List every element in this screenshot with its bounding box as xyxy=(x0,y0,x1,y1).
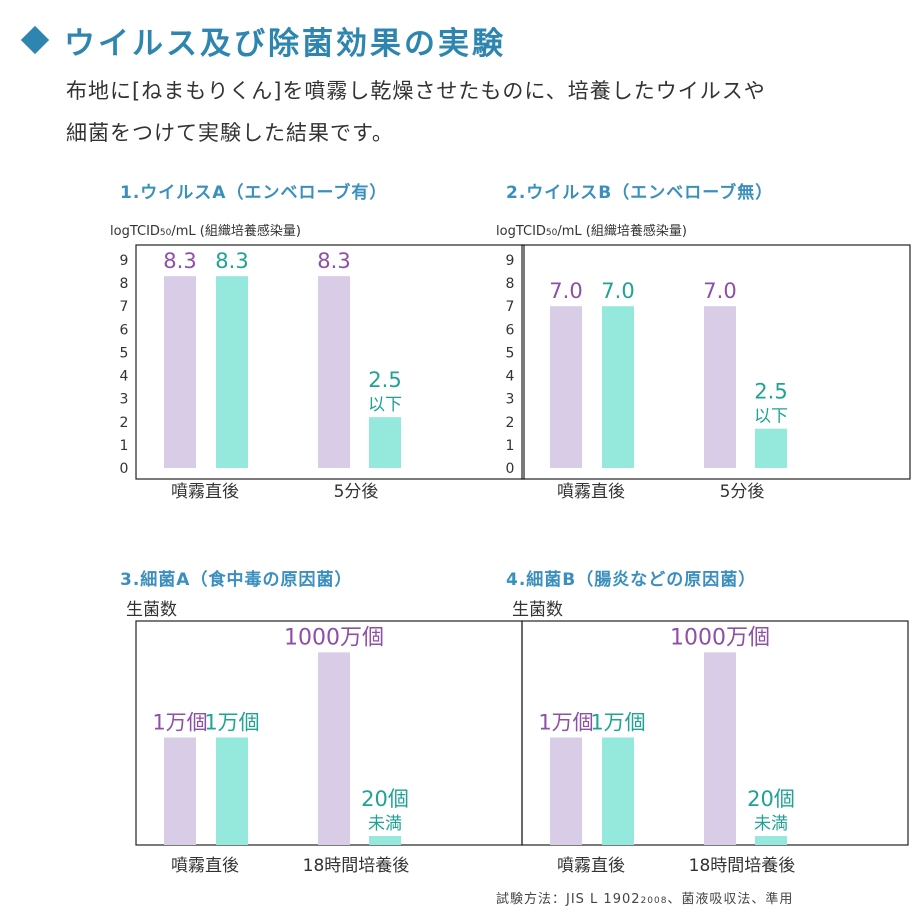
y-tick-label: 5 xyxy=(120,345,129,361)
category-label: 5分後 xyxy=(720,482,765,502)
y-axis-label: logTCID50/mL (組織培養感染量) xyxy=(110,224,301,239)
chart-title: 3.細菌A（食中毒の原因菌） xyxy=(120,570,353,590)
category-label: 18時間培養後 xyxy=(303,856,410,876)
page-title: ウイルス及び除菌効果の実験 xyxy=(64,25,506,62)
data-label: 2.5 xyxy=(754,380,787,404)
bar xyxy=(164,276,196,468)
category-label: 18時間培養後 xyxy=(689,856,796,876)
data-sublabel: 未満 xyxy=(754,814,788,834)
bar xyxy=(704,652,736,845)
bar xyxy=(550,737,582,845)
data-label: 2.5 xyxy=(368,368,401,392)
bar xyxy=(216,737,248,845)
chart-virus-b: 2.ウイルスB（エンベローブ無） logTCID50/mL (組織培養感染量) … xyxy=(496,178,911,518)
bar xyxy=(318,276,350,468)
bar xyxy=(369,836,401,845)
category-label: 噴霧直後 xyxy=(171,856,239,876)
plot-frame xyxy=(521,244,911,480)
y-tick-label: 2 xyxy=(506,415,515,431)
y-tick-label: 0 xyxy=(120,461,129,477)
data-sublabel: 以下 xyxy=(368,395,402,415)
chart-title: 1.ウイルスA（エンベローブ有） xyxy=(120,183,388,203)
data-label: 8.3 xyxy=(317,249,350,273)
data-label: 20個 xyxy=(747,787,795,811)
category-label: 噴霧直後 xyxy=(171,482,239,502)
y-tick-label: 9 xyxy=(120,253,129,269)
data-label: 20個 xyxy=(361,787,409,811)
data-label: 7.0 xyxy=(601,279,634,303)
diamond-bullet-icon xyxy=(22,27,48,53)
y-tick-label: 1 xyxy=(120,438,129,454)
chart-virus-a: 1.ウイルスA（エンベローブ有） logTCID50/mL (組織培養感染量) … xyxy=(110,178,525,518)
y-axis-label: logTCID50/mL (組織培養感染量) xyxy=(496,224,687,239)
page-header: ウイルス及び除菌効果の実験 xyxy=(22,16,506,64)
bar xyxy=(550,306,582,468)
y-axis-label: 生菌数 xyxy=(126,600,177,620)
category-label: 噴霧直後 xyxy=(557,482,625,502)
bar xyxy=(755,428,787,468)
data-label: 1万個 xyxy=(590,710,645,734)
data-label: 8.3 xyxy=(215,249,248,273)
chart-bacteria-b: 4.細菌B（腸炎などの原因菌） 生菌数 1万個 1万個 1000万個 20個未満噴霧直… xyxy=(496,565,909,905)
y-tick-label: 3 xyxy=(506,392,515,408)
category-label: 5分後 xyxy=(334,482,379,502)
intro-line-1: 布地に[ねまもりくん]を噴霧し乾燥させたものに、培養したウイルスや xyxy=(66,79,766,103)
test-method-note: 試験方法：JIS L 19022008、菌液吸収法、準用 xyxy=(496,892,794,907)
data-sublabel: 未満 xyxy=(368,814,402,834)
data-label: 8.3 xyxy=(163,249,196,273)
bar xyxy=(704,306,736,468)
y-tick-label: 8 xyxy=(506,276,515,292)
data-label: 1万個 xyxy=(538,710,593,734)
intro-line-2: 細菌をつけて実験した結果です。 xyxy=(66,121,394,145)
data-sublabel: 以下 xyxy=(754,407,788,427)
y-tick-label: 7 xyxy=(506,299,515,315)
data-label: 1000万個 xyxy=(670,625,770,650)
y-tick-label: 5 xyxy=(506,345,515,361)
y-tick-label: 6 xyxy=(120,322,129,338)
y-tick-label: 2 xyxy=(120,415,129,431)
y-tick-label: 0 xyxy=(506,461,515,477)
y-tick-label: 9 xyxy=(506,253,515,269)
bar xyxy=(216,276,248,468)
chart-title: 4.細菌B（腸炎などの原因菌） xyxy=(506,570,757,590)
y-tick-label: 1 xyxy=(506,438,515,454)
data-label: 1万個 xyxy=(204,710,259,734)
data-label: 7.0 xyxy=(703,279,736,303)
data-label: 1万個 xyxy=(152,710,207,734)
bar xyxy=(602,306,634,468)
y-tick-label: 4 xyxy=(506,369,515,385)
bar xyxy=(164,737,196,845)
y-tick-label: 6 xyxy=(506,322,515,338)
data-label: 7.0 xyxy=(549,279,582,303)
y-tick-label: 3 xyxy=(120,392,129,408)
bar xyxy=(318,652,350,845)
bar xyxy=(755,836,787,845)
chart-title: 2.ウイルスB（エンベローブ無） xyxy=(506,183,774,203)
y-tick-label: 8 xyxy=(120,276,129,292)
bar xyxy=(602,737,634,845)
intro-text: 布地に[ねまもりくん]を噴霧し乾燥させたものに、培養したウイルスや 細菌をつけて… xyxy=(66,70,906,154)
y-tick-label: 4 xyxy=(120,369,129,385)
plot-frame xyxy=(135,244,525,480)
y-axis-label: 生菌数 xyxy=(512,600,563,620)
chart-bacteria-a: 3.細菌A（食中毒の原因菌） 生菌数 1万個 1万個 1000万個 20個未満噴霧直後… xyxy=(110,565,523,905)
y-tick-label: 7 xyxy=(120,299,129,315)
data-label: 1000万個 xyxy=(284,625,384,650)
bar xyxy=(369,417,401,468)
category-label: 噴霧直後 xyxy=(557,856,625,876)
